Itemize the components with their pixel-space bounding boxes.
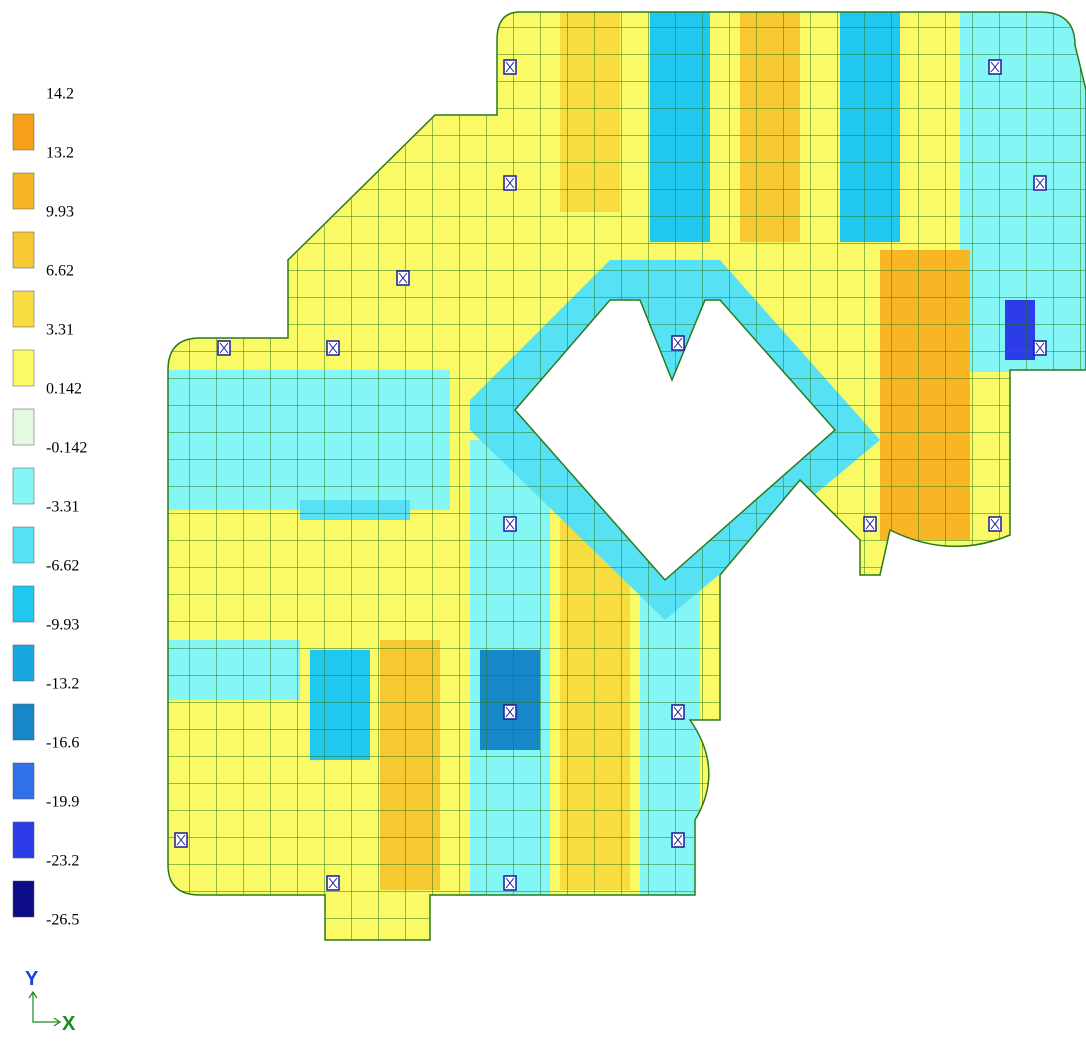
legend-swatch	[13, 173, 34, 209]
legend-swatch	[13, 232, 34, 268]
legend-label: -16.6	[46, 735, 79, 752]
axis-x-label: X	[62, 1013, 76, 1035]
legend-swatch	[13, 468, 34, 504]
legend-swatch	[13, 704, 34, 740]
legend-swatch	[13, 527, 34, 563]
legend-label: -26.5	[46, 912, 79, 929]
legend-label: 14.2	[46, 86, 74, 103]
legend-label: -9.93	[46, 617, 79, 634]
legend-swatch	[13, 409, 34, 445]
legend-swatch	[13, 586, 34, 622]
legend-swatch	[13, 645, 34, 681]
legend-label: -19.9	[46, 794, 79, 811]
legend-label: 6.62	[46, 263, 74, 280]
legend-label: 9.93	[46, 204, 74, 221]
axis-triad: Y X	[25, 968, 76, 1035]
legend-label: 13.2	[46, 145, 74, 162]
legend-label: -3.31	[46, 499, 79, 516]
axis-arrows	[29, 992, 60, 1026]
page: {"legend": { "labels": ["14.2", "13.2", …	[0, 0, 1086, 1041]
legend-label: -23.2	[46, 853, 79, 870]
legend-swatch	[13, 881, 34, 917]
legend-label: 3.31	[46, 322, 74, 339]
legend-label: -13.2	[46, 676, 79, 693]
legend-swatch	[13, 822, 34, 858]
viewport: 14.2 13.2 9.93 6.62 3.31 0.142 -0.142 -3.31 -6.6…	[0, 0, 1086, 1041]
legend-swatch	[13, 291, 34, 327]
legend-label: 0.142	[46, 381, 82, 398]
legend-swatch	[13, 763, 34, 799]
legend-label: -6.62	[46, 558, 79, 575]
axis-y-label: Y	[25, 968, 39, 990]
legend: 14.2 13.2 9.93 6.62 3.31 0.142 -0.142 -3.31 -6.6…	[13, 86, 87, 929]
legend-swatch	[13, 114, 34, 150]
legend-label: -0.142	[46, 440, 87, 457]
legend-swatch	[13, 350, 34, 386]
